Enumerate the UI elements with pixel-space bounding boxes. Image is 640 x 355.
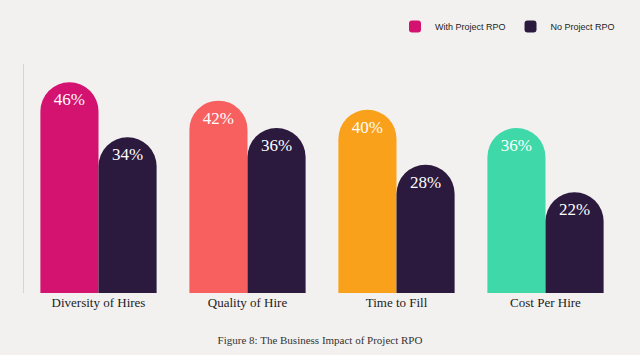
svg-text:46%: 46% bbox=[54, 90, 85, 109]
svg-text:No Project RPO: No Project RPO bbox=[551, 22, 615, 32]
svg-text:Time to Fill: Time to Fill bbox=[366, 295, 428, 310]
svg-text:34%: 34% bbox=[112, 145, 143, 164]
svg-text:With Project RPO: With Project RPO bbox=[435, 22, 506, 32]
svg-text:42%: 42% bbox=[203, 109, 234, 128]
svg-text:28%: 28% bbox=[410, 173, 441, 192]
svg-text:40%: 40% bbox=[352, 118, 383, 137]
svg-text:36%: 36% bbox=[261, 136, 292, 155]
svg-text:Figure 8: The Business Impact: Figure 8: The Business Impact of Project… bbox=[218, 334, 423, 346]
svg-text:22%: 22% bbox=[559, 200, 590, 219]
svg-text:Cost Per Hire: Cost Per Hire bbox=[510, 295, 581, 310]
svg-text:Diversity of Hires: Diversity of Hires bbox=[52, 295, 146, 310]
svg-text:Quality of Hire: Quality of Hire bbox=[208, 295, 288, 310]
svg-text:36%: 36% bbox=[501, 136, 532, 155]
